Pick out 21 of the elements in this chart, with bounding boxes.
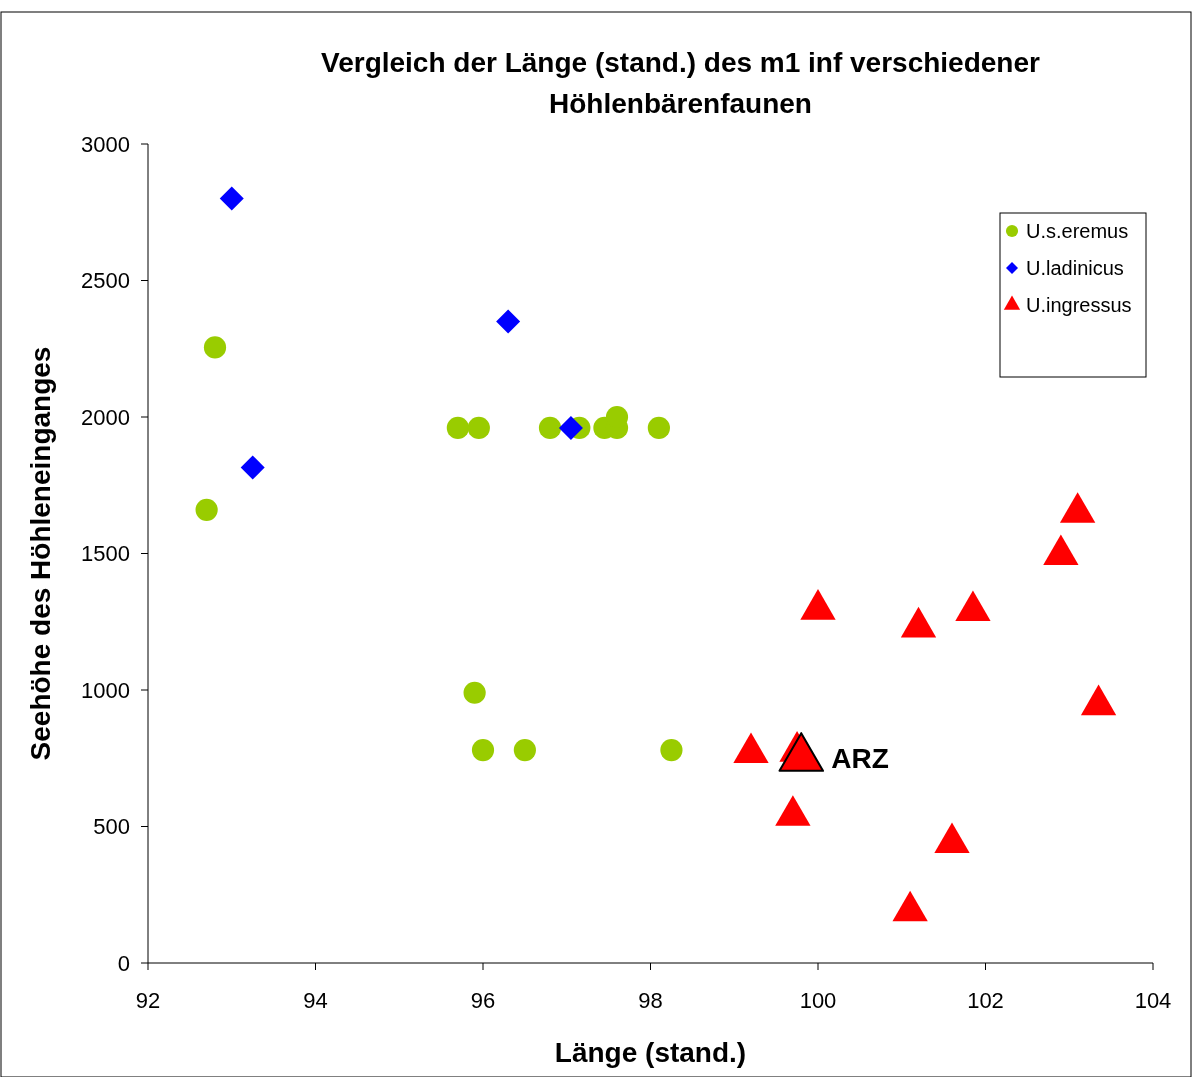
y-tick-label: 2000	[81, 404, 130, 430]
y-tick-label: 500	[93, 814, 130, 840]
y-axis-title: Seehöhe des Höhleneinganges	[25, 346, 56, 761]
y-tick-label: 2500	[81, 268, 130, 294]
legend-label: U.ladinicus	[1026, 257, 1124, 279]
x-tick-label: 96	[470, 988, 496, 1013]
y-tick-label: 3000	[81, 131, 130, 157]
x-tick-label: 100	[799, 988, 837, 1013]
legend-label: U.s.eremus	[1026, 220, 1129, 242]
x-tick-label: 94	[303, 988, 328, 1013]
y-tick-label: 0	[117, 950, 130, 976]
legend-label: U.ingressus	[1026, 294, 1132, 316]
x-tick-label: 98	[638, 988, 663, 1013]
y-tick-label: 1000	[81, 677, 130, 703]
y-tick-label: 1500	[81, 541, 130, 567]
x-tick-label: 102	[967, 988, 1004, 1013]
x-axis-title: Länge (stand.)	[554, 1037, 747, 1068]
x-tick-label: 104	[1134, 988, 1172, 1013]
annotation: ARZ	[831, 743, 889, 775]
x-tick-label: 92	[135, 988, 161, 1013]
chart-title: Vergleich der Länge (stand.) des m1 inf verschiedener Höhlenbärenfaunen	[321, 47, 1041, 119]
